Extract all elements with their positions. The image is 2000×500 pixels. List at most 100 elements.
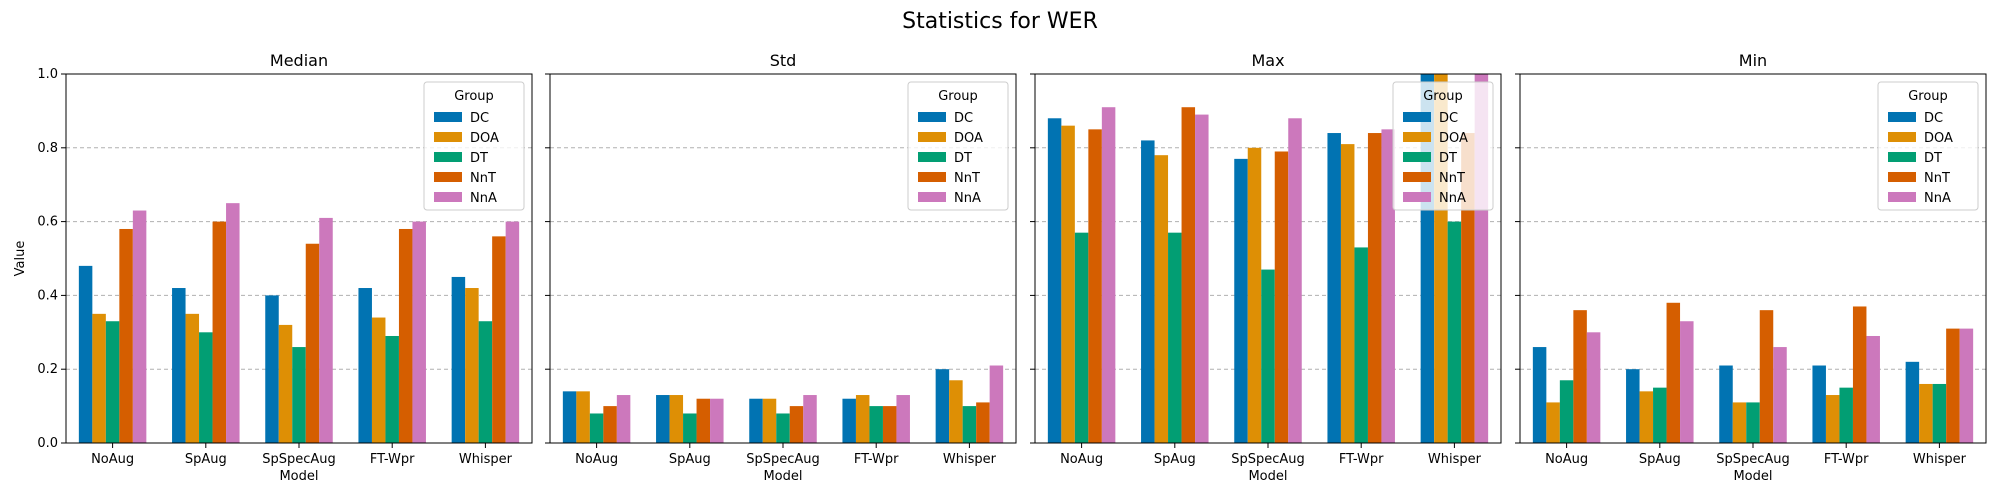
- bar-doa-noaug: [1546, 402, 1560, 443]
- bar-nnt-noaug: [1088, 129, 1102, 443]
- legend-label-nnt: NnT: [1924, 171, 1950, 186]
- axes-frame: [65, 73, 533, 444]
- panel-max: NoAug SpAug SpSpecAug FT-Wpr Whisper Max Model…: [1030, 51, 1502, 484]
- legend-label-nnt: NnT: [470, 171, 496, 186]
- x-tick-label: SpAug: [1154, 452, 1196, 467]
- bar-nna-ft-wpr: [412, 221, 426, 443]
- legend-title: Group: [1423, 89, 1463, 104]
- panel-title: Min: [1739, 51, 1767, 70]
- bar-nna-ft-wpr: [896, 395, 910, 443]
- legend-swatch-dt: [1888, 152, 1916, 162]
- legend-swatch-dc: [1403, 112, 1431, 122]
- bar-dc-ft-wpr: [1812, 365, 1826, 443]
- legend-label-dc: DC: [1924, 111, 1943, 126]
- bar-dc-whisper: [1905, 361, 1920, 443]
- legend-label-dt: DT: [954, 151, 972, 166]
- bar-dt-noaug: [589, 413, 604, 443]
- panels: 0.0 0.2 0.4 0.6 0.8 1.0 NoAug SpAug SpSpecAug FT-…: [13, 51, 1987, 484]
- panel-title: Max: [1251, 51, 1284, 70]
- bar-doa-noaug: [576, 391, 590, 443]
- x-axis-label: Model: [279, 469, 318, 484]
- x-axis-label: Model: [1248, 469, 1287, 484]
- bar-nnt-spspecaug: [305, 243, 320, 443]
- bar-nna-whisper: [505, 221, 520, 443]
- bar-nna-spspecaug: [803, 395, 817, 443]
- bar-nnt-noaug: [603, 406, 617, 443]
- axes-frame: [1034, 73, 1502, 444]
- bar-dt-noaug: [1559, 380, 1574, 443]
- x-tick-label: Whisper: [1428, 452, 1482, 467]
- legend-label-nna: NnA: [1439, 191, 1466, 206]
- bar-nna-spspecaug: [1773, 347, 1787, 443]
- bar-doa-ft-wpr: [855, 395, 870, 443]
- bar-dt-spaug: [199, 332, 213, 443]
- bar-nna-spaug: [1195, 114, 1209, 443]
- bar-nnt-whisper: [1946, 328, 1960, 443]
- bar-nnt-ft-wpr: [1852, 306, 1867, 443]
- bar-doa-noaug: [92, 313, 106, 443]
- bar-nnt-spspecaug: [1759, 310, 1774, 443]
- bar-dc-spaug: [656, 395, 670, 443]
- bar-nna-ft-wpr: [1866, 335, 1880, 443]
- bar-nnt-ft-wpr: [882, 406, 897, 443]
- y-tick-label: 1.0: [37, 67, 58, 82]
- x-tick-label: NoAug: [575, 452, 618, 467]
- legend-swatch-dc: [434, 112, 462, 122]
- bar-doa-ft-wpr: [371, 317, 386, 443]
- bar-dc-spspecaug: [265, 295, 279, 443]
- y-axis-label: Value: [13, 241, 28, 277]
- bar-nna-spaug: [226, 203, 240, 443]
- bar-nna-spaug: [1680, 321, 1694, 443]
- legend-swatch-dt: [434, 152, 462, 162]
- bar-dc-spspecaug: [749, 398, 763, 443]
- figure-title: Statistics for WER: [902, 9, 1098, 34]
- legend-swatch-dt: [1403, 152, 1431, 162]
- bar-dc-spaug: [1626, 369, 1640, 443]
- x-tick-label: FT-Wpr: [1339, 452, 1384, 467]
- x-axis-label: Model: [1733, 469, 1772, 484]
- legend-swatch-doa: [1888, 132, 1916, 142]
- bar-dt-whisper: [478, 321, 493, 443]
- legend: Group DC DOA DT NnT NnA: [1392, 81, 1494, 211]
- x-tick-label: SpSpecAug: [262, 452, 336, 467]
- x-tick-label: FT-Wpr: [370, 452, 415, 467]
- bar-nna-noaug: [616, 395, 631, 443]
- bar-dc-spspecaug: [1719, 365, 1733, 443]
- x-tick-label: SpSpecAug: [746, 452, 820, 467]
- x-tick-label: NoAug: [1060, 452, 1103, 467]
- bar-dc-ft-wpr: [842, 398, 856, 443]
- bar-dt-ft-wpr: [1354, 247, 1368, 443]
- axes-frame: [1519, 73, 1987, 444]
- x-axis-label: Model: [763, 469, 802, 484]
- bar-nnt-whisper: [492, 236, 506, 443]
- legend-title: Group: [454, 89, 494, 104]
- bar-doa-spspecaug: [1732, 402, 1747, 443]
- bar-dt-noaug: [1074, 232, 1089, 443]
- legend-label-doa: DOA: [1439, 131, 1468, 146]
- bar-dc-noaug: [562, 391, 577, 443]
- bar-nna-noaug: [1101, 107, 1116, 444]
- bar-doa-ft-wpr: [1825, 395, 1840, 443]
- bar-nna-spaug: [710, 398, 724, 443]
- bar-dc-noaug: [78, 265, 93, 443]
- bar-nnt-ft-wpr: [1367, 133, 1382, 444]
- panel-title: Std: [770, 51, 797, 70]
- bar-nna-noaug: [1586, 332, 1601, 443]
- x-tick-label: NoAug: [91, 452, 134, 467]
- bar-nnt-whisper: [1461, 133, 1475, 444]
- x-tick-label: FT-Wpr: [1824, 452, 1869, 467]
- x-tick-label: Whisper: [1913, 452, 1967, 467]
- legend-swatch-nna: [918, 192, 946, 202]
- legend-swatch-nnt: [918, 172, 946, 182]
- x-tick-label: FT-Wpr: [854, 452, 899, 467]
- legend-label-dt: DT: [470, 151, 488, 166]
- bar-dt-noaug: [105, 321, 120, 443]
- bar-nnt-noaug: [119, 228, 133, 443]
- bar-nnt-spaug: [1181, 107, 1196, 444]
- bar-doa-spspecaug: [1247, 147, 1262, 444]
- y-tick-label: 0.0: [37, 436, 58, 451]
- bar-nnt-spspecaug: [789, 406, 804, 443]
- legend-swatch-nnt: [434, 172, 462, 182]
- legend-swatch-doa: [1403, 132, 1431, 142]
